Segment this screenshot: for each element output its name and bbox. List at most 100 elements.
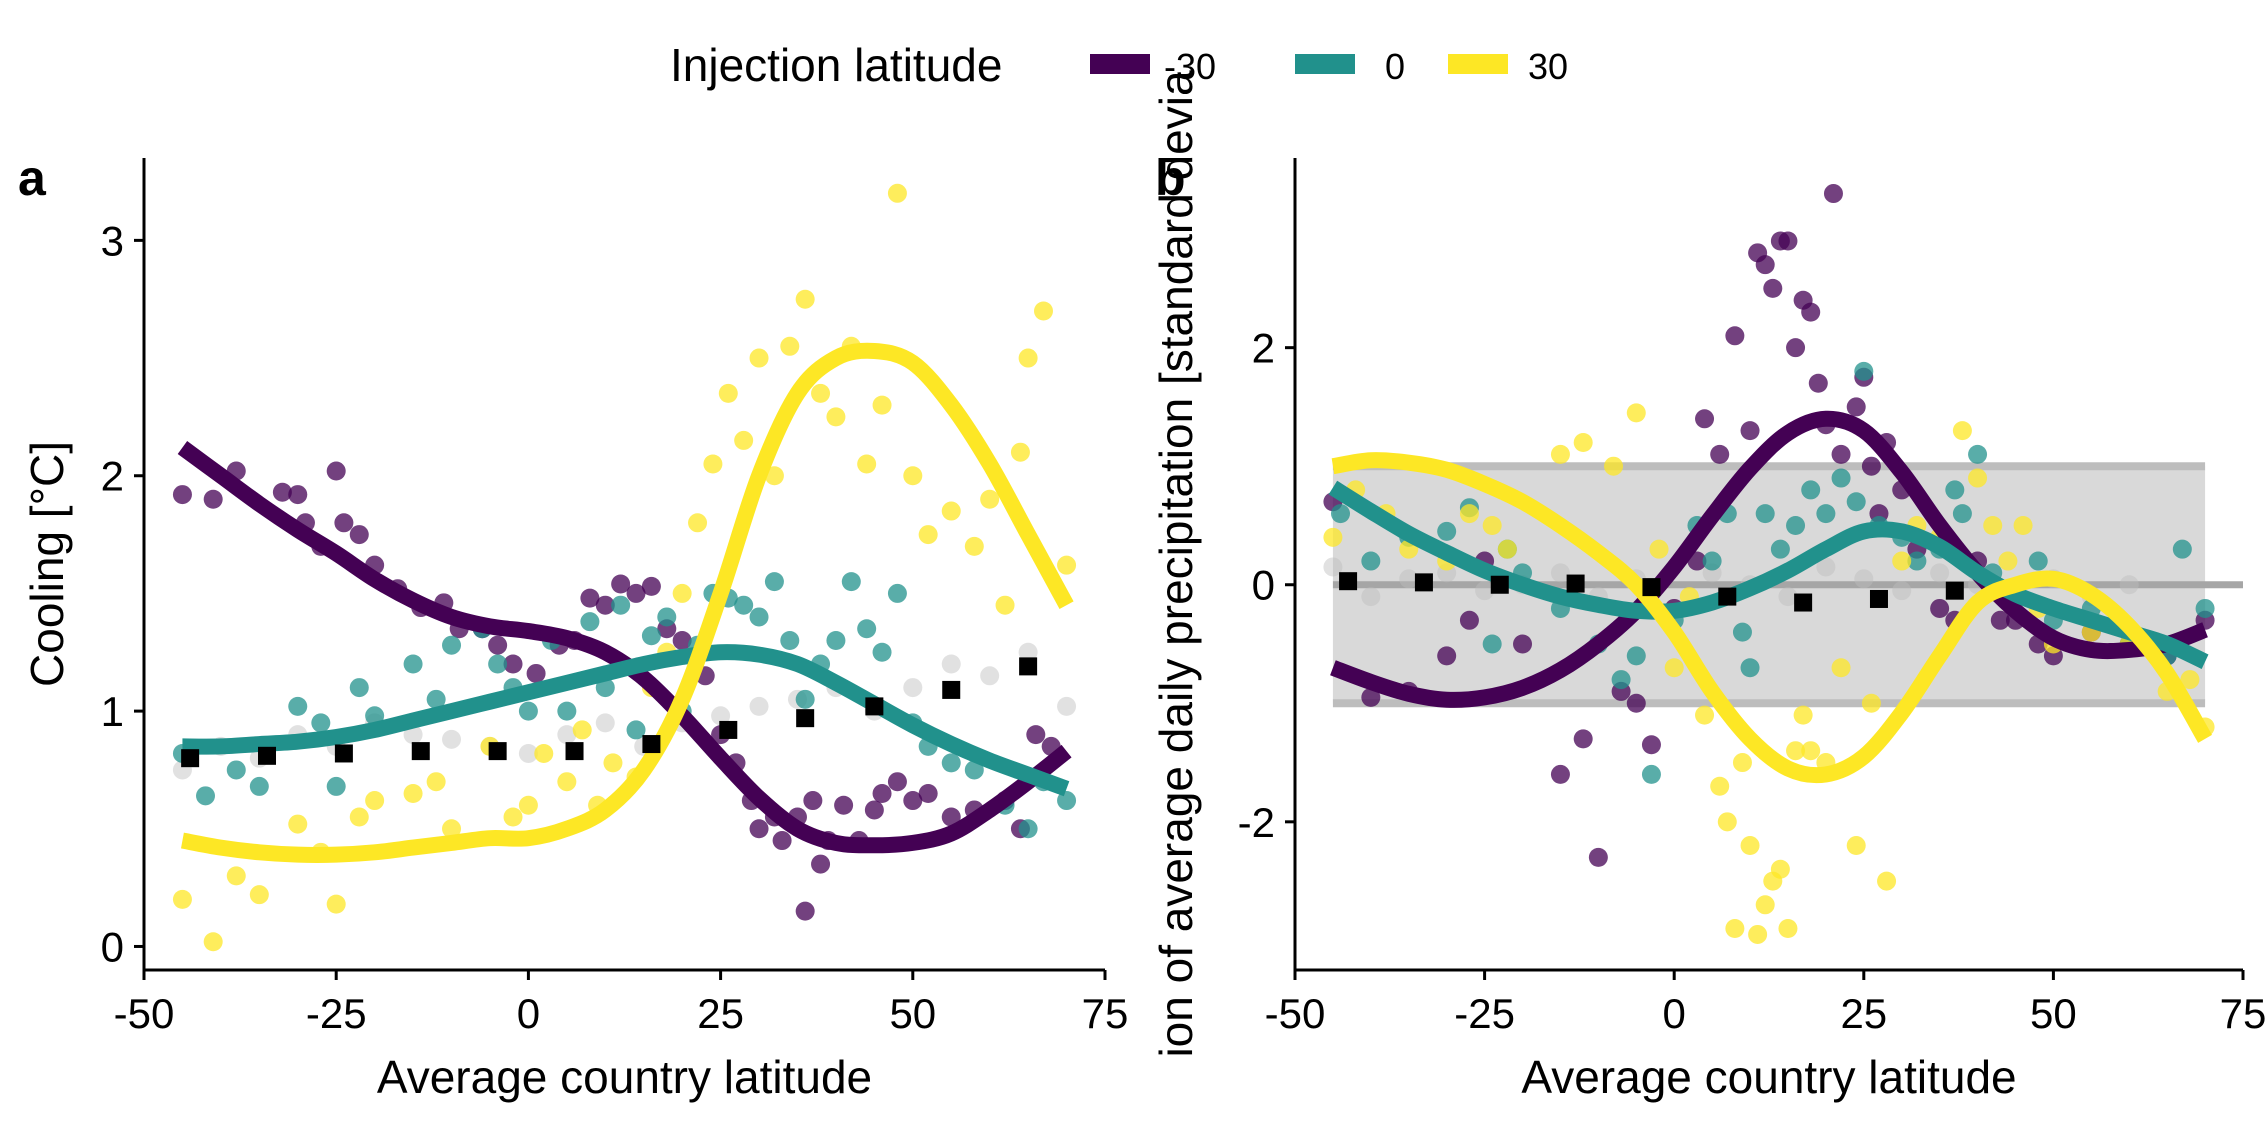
- data-point: [349, 678, 369, 698]
- data-point: [326, 894, 346, 914]
- data-point: [557, 701, 577, 721]
- data-point: [1550, 764, 1570, 784]
- legend: Injection latitude -30 0 30: [670, 39, 1568, 91]
- data-point: [1604, 456, 1624, 476]
- data-point: [772, 831, 792, 851]
- data-point: [1846, 397, 1866, 417]
- data-point: [1846, 492, 1866, 512]
- smooth-line--30: [1330, 410, 2208, 708]
- data-point: [488, 635, 508, 655]
- data-point: [603, 753, 623, 773]
- data-point: [488, 654, 508, 674]
- data-point: [326, 776, 346, 796]
- data-point: [834, 795, 854, 815]
- data-point: [2172, 539, 2192, 559]
- data-point: [1513, 634, 1533, 654]
- x-tick-label: 75: [1082, 990, 1129, 1037]
- data-point: [1550, 444, 1570, 464]
- data-point: [557, 725, 577, 745]
- y-tick-label: 3: [101, 217, 124, 264]
- data-point: [226, 866, 246, 886]
- data-point: [172, 485, 192, 505]
- data-point: [1801, 302, 1821, 322]
- reference-marker: [642, 735, 661, 754]
- legend-key-label: -30: [1164, 46, 1216, 87]
- data-point: [1990, 610, 2010, 630]
- data-point: [1057, 791, 1077, 811]
- data-point: [1755, 255, 1775, 275]
- data-point: [941, 753, 961, 773]
- data-point: [1550, 563, 1570, 583]
- data-point: [780, 630, 800, 650]
- data-point: [964, 536, 984, 556]
- data-point: [272, 482, 292, 502]
- data-point: [1740, 658, 1760, 678]
- data-point: [749, 607, 769, 627]
- data-point: [288, 696, 308, 716]
- data-point: [1626, 646, 1646, 666]
- reference-markers: [1339, 572, 1964, 612]
- series-points--30: [1323, 184, 2215, 867]
- x-tick-label: 0: [517, 990, 540, 1037]
- data-point: [1695, 409, 1715, 429]
- y-tick-label: 0: [101, 923, 124, 970]
- data-point: [749, 696, 769, 716]
- data-point: [1854, 569, 1874, 589]
- x-axis-label: Average country latitude: [377, 1051, 872, 1103]
- reference-marker: [796, 709, 815, 728]
- data-point: [672, 630, 692, 650]
- data-point: [1018, 819, 1038, 839]
- smooth-line-0: [182, 644, 1070, 797]
- reference-marker: [334, 744, 353, 763]
- data-point: [1710, 776, 1730, 796]
- data-point: [595, 713, 615, 733]
- data-point: [203, 489, 223, 509]
- data-point: [980, 489, 1000, 509]
- data-point: [1968, 444, 1988, 464]
- x-tick-label: 50: [889, 990, 936, 1037]
- data-point: [1861, 693, 1881, 713]
- data-point: [203, 932, 223, 952]
- y-tick-label: -2: [1238, 799, 1275, 846]
- data-point: [526, 663, 546, 683]
- data-point: [841, 572, 861, 592]
- data-point: [172, 889, 192, 909]
- reference-marker: [1945, 581, 1964, 600]
- data-point: [2180, 670, 2200, 690]
- data-point: [534, 743, 554, 763]
- data-point: [426, 772, 446, 792]
- data-point: [1010, 442, 1030, 462]
- data-point: [1459, 504, 1479, 524]
- data-point: [1983, 515, 2003, 535]
- data-point: [311, 713, 331, 733]
- reference-marker: [181, 749, 200, 768]
- reference-marker: [1019, 657, 1038, 676]
- reference-marker: [1794, 593, 1813, 612]
- y-tick-label: 2: [101, 453, 124, 500]
- data-point: [1588, 847, 1608, 867]
- data-point: [2119, 575, 2139, 595]
- y-tick-label: 0: [1252, 562, 1275, 609]
- smooth-line-0: [1328, 480, 2209, 670]
- data-point: [711, 706, 731, 726]
- data-point: [941, 654, 961, 674]
- x-axis-label: Average country latitude: [1521, 1051, 2016, 1103]
- data-point: [872, 395, 892, 415]
- data-point: [749, 348, 769, 368]
- x-tick-label: -50: [114, 990, 175, 1037]
- data-point: [903, 791, 923, 811]
- data-point: [2013, 515, 2033, 535]
- reference-marker: [942, 680, 961, 699]
- data-point: [196, 786, 216, 806]
- data-point: [1748, 924, 1768, 944]
- data-point: [918, 783, 938, 803]
- data-point: [1497, 539, 1517, 559]
- legend-key-label: 0: [1385, 46, 1405, 87]
- reference-marker: [488, 742, 507, 761]
- data-point: [964, 760, 984, 780]
- data-point: [1801, 741, 1821, 761]
- data-point: [518, 701, 538, 721]
- data-point: [887, 772, 907, 792]
- data-point: [365, 791, 385, 811]
